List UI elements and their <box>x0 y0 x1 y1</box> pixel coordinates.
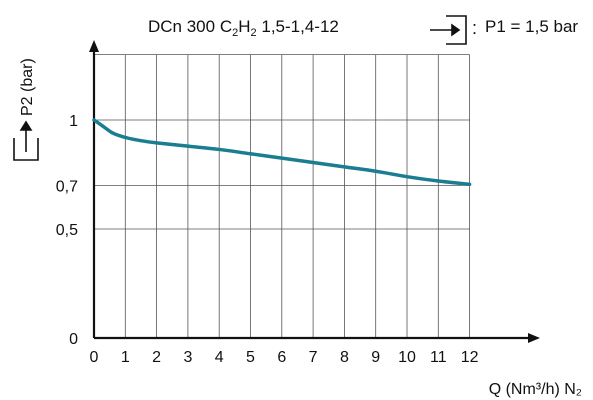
x-tick-label: 12 <box>461 349 479 366</box>
outlet-arrow-icon <box>13 120 39 161</box>
x-tick-label: 2 <box>152 349 161 366</box>
y-axis-arrow <box>89 40 99 52</box>
x-tick-label: 3 <box>183 349 192 366</box>
x-tick-label: 6 <box>277 349 286 366</box>
x-tick-labels: 0 1 2 3 4 5 6 7 8 9 10 11 12 <box>90 349 479 366</box>
y-tick-label: 0,5 <box>56 222 78 239</box>
inlet-separator: : <box>472 18 477 38</box>
inlet-arrow-icon <box>430 15 467 45</box>
x-axis-label: Q (Nm³/h) N₂ <box>489 381 582 398</box>
x-tick-label: 8 <box>340 349 349 366</box>
y-axis-label: P2 (bar) <box>19 58 36 116</box>
y-tick-label: 1 <box>69 113 78 130</box>
series-line <box>92 118 472 187</box>
x-tick-label: 7 <box>309 349 318 366</box>
x-tick-label: 0 <box>90 349 99 366</box>
x-tick-label: 11 <box>430 349 447 366</box>
x-tick-label: 4 <box>215 349 224 366</box>
chart-grid <box>94 54 471 338</box>
y-tick-label: 0 <box>69 331 78 348</box>
y-tick-labels: 0 0,5 0,7 1 <box>56 113 78 348</box>
x-tick-label: 1 <box>121 349 130 366</box>
x-tick-label: 9 <box>371 349 380 366</box>
inlet-pressure-label: P1 = 1,5 bar <box>485 17 578 36</box>
x-axis-arrow <box>528 333 540 343</box>
x-tick-label: 5 <box>246 349 255 366</box>
y-tick-label: 0,7 <box>56 178 78 195</box>
x-tick-label: 10 <box>398 349 416 366</box>
series-group <box>92 118 472 187</box>
chart-axes <box>89 40 540 343</box>
chart-title: DCn 300 C2H2 1,5-1,4-12 <box>148 17 339 39</box>
